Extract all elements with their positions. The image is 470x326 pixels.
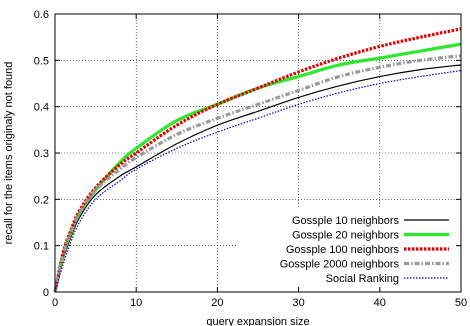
x-axis-label: query expansion size [206,316,309,326]
y-axis-label: recall for the items originaly not found [3,62,15,245]
y-tick-label: 0.1 [34,241,49,253]
series-line-gossple-100-neighbors [53,27,462,293]
x-tick-label: 10 [130,297,142,309]
x-tick-label: 0 [52,297,58,309]
legend-label: Gossple 10 neighbors [292,215,400,227]
axis-ticks: 0 10 20 30 40 50 0 0.1 0.2 0.3 0.4 0.5 0.6 [34,9,467,309]
y-tick-label: 0.3 [34,148,49,160]
x-tick-label: 30 [292,297,304,309]
series-line-gossple-2000-neighbors [53,54,462,293]
series-line-social-ranking [54,69,462,293]
legend-label: Gossple 100 neighbors [286,244,400,256]
y-tick-label: 0.6 [34,9,49,21]
series-line-gossple-10-neighbors [54,64,462,293]
legend-label: Gossple 20 neighbors [292,230,400,242]
y-tick-label: 0 [43,287,49,299]
series-lines [53,27,462,293]
x-tick-label: 50 [455,297,467,309]
y-tick-label: 0.4 [34,102,49,114]
x-tick-label: 40 [374,297,386,309]
legend-label: Gossple 2000 neighbors [280,259,400,271]
y-tick-label: 0.5 [34,55,49,67]
legend-label: Social Ranking [326,273,399,285]
legend: Gossple 10 neighbors Gossple 20 neighbors… [238,209,456,286]
legend-background [238,209,456,286]
x-tick-label: 20 [211,297,223,309]
y-tick-label: 0.2 [34,194,49,206]
